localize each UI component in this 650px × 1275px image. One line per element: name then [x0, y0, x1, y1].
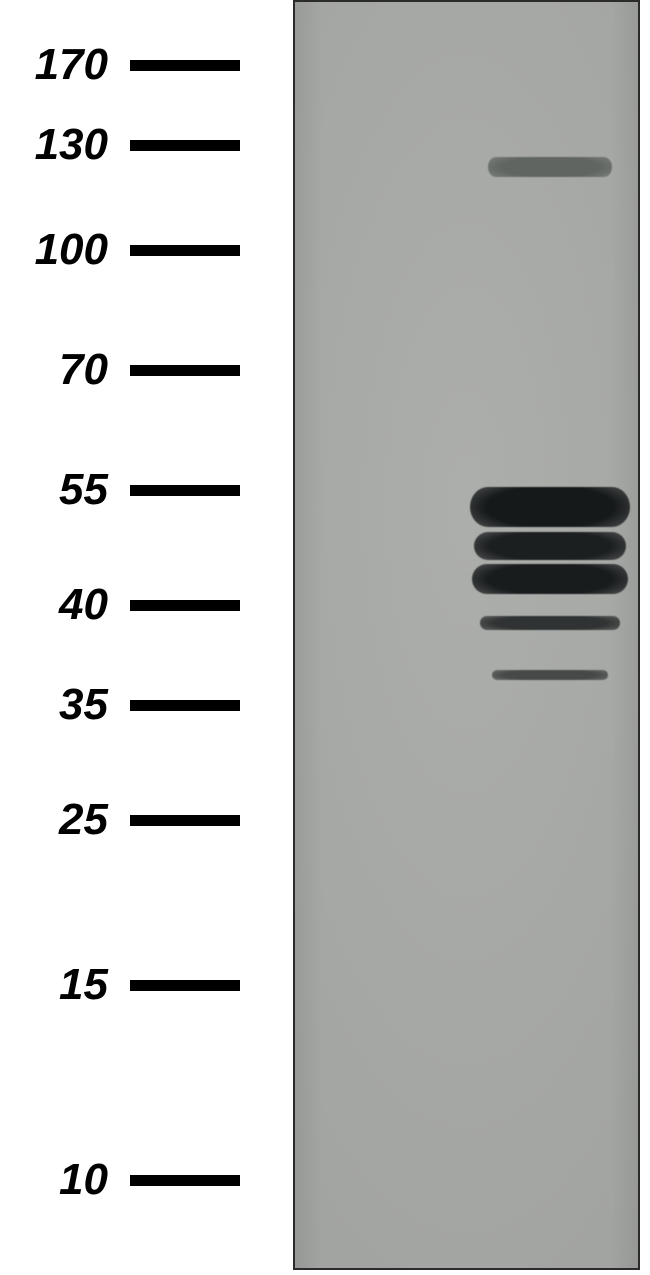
ladder-tick: [130, 60, 240, 71]
protein-band: [488, 157, 612, 177]
ladder-tick: [130, 815, 240, 826]
ladder-label: 70: [0, 348, 108, 392]
blot-membrane: [293, 0, 640, 1270]
protein-band: [474, 532, 626, 560]
ladder-tick: [130, 980, 240, 991]
ladder-label: 15: [0, 963, 108, 1007]
ladder-tick: [130, 365, 240, 376]
ladder-label: 40: [0, 583, 108, 627]
lane-sample: [470, 2, 630, 1268]
ladder-tick: [130, 245, 240, 256]
ladder-label: 35: [0, 683, 108, 727]
ladder-label: 170: [0, 43, 108, 87]
ladder-label: 130: [0, 123, 108, 167]
ladder-tick: [130, 600, 240, 611]
protein-band: [472, 564, 628, 594]
ladder-tick: [130, 485, 240, 496]
ladder-label: 10: [0, 1158, 108, 1202]
ladder-tick: [130, 140, 240, 151]
protein-band: [480, 616, 620, 630]
protein-band: [492, 670, 608, 680]
western-blot-figure: 170 130 100 70 55 40 35 25 15 10: [0, 0, 650, 1275]
ladder-label: 25: [0, 798, 108, 842]
ladder-label: 55: [0, 468, 108, 512]
ladder-tick: [130, 700, 240, 711]
protein-band: [470, 487, 630, 527]
ladder-label: 100: [0, 228, 108, 272]
ladder-tick: [130, 1175, 240, 1186]
lane-control: [315, 2, 465, 1268]
